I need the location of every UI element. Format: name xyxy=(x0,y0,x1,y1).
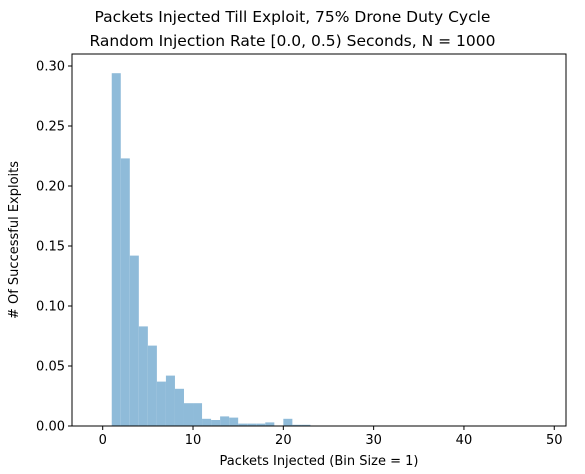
x-tick-label: 0 xyxy=(99,433,107,448)
y-tick-label: 0.20 xyxy=(36,180,65,195)
histogram-bar xyxy=(247,423,257,426)
histogram-bar xyxy=(202,418,212,426)
histogram-bar xyxy=(301,424,311,426)
y-tick-label: 0.10 xyxy=(36,300,65,315)
chart-title-line-1: Packets Injected Till Exploit, 75% Drone… xyxy=(94,8,491,26)
y-tick-label: 0.15 xyxy=(36,240,65,255)
y-axis-label: # Of Successful Exploits xyxy=(7,161,22,319)
ticks-layer: 0 10 20 30 40 50 0.00 0.05 0.10 0.15 0.20 0.25 0.30 xyxy=(36,60,562,449)
histogram-bar xyxy=(120,158,130,426)
x-tick-label: 40 xyxy=(456,433,473,448)
x-tick-label: 10 xyxy=(185,433,202,448)
histogram-bar xyxy=(229,417,239,426)
histogram-bar xyxy=(138,326,148,426)
histogram-bar xyxy=(211,420,221,426)
histogram-bar xyxy=(111,73,121,426)
histogram-bar xyxy=(238,423,248,426)
bars-layer xyxy=(111,73,311,426)
x-tick-label: 30 xyxy=(365,433,382,448)
y-tick-label: 0.00 xyxy=(36,420,65,435)
histogram-bar xyxy=(147,345,157,426)
axes-frame xyxy=(71,53,567,427)
histogram-bar xyxy=(256,423,266,426)
histogram-bar xyxy=(220,416,230,426)
y-tick-label: 0.30 xyxy=(36,60,65,75)
histogram-bar xyxy=(174,388,184,426)
x-tick-label: 20 xyxy=(275,433,292,448)
histogram-bar xyxy=(283,418,293,426)
y-tick-label: 0.25 xyxy=(36,120,65,135)
histogram-bar xyxy=(183,403,194,426)
x-axis-label: Packets Injected (Bin Size = 1) xyxy=(220,454,419,469)
histogram-bar xyxy=(292,424,302,426)
chart-title-line-2: Random Injection Rate [0.0, 0.5) Seconds… xyxy=(89,32,496,50)
histogram-bar xyxy=(129,255,139,426)
histogram-bar xyxy=(265,422,275,426)
y-tick-label: 0.05 xyxy=(36,360,65,375)
histogram-bar xyxy=(193,403,203,426)
histogram-bar xyxy=(156,381,166,426)
histogram-bar xyxy=(165,375,175,426)
x-tick-label: 50 xyxy=(546,433,563,448)
